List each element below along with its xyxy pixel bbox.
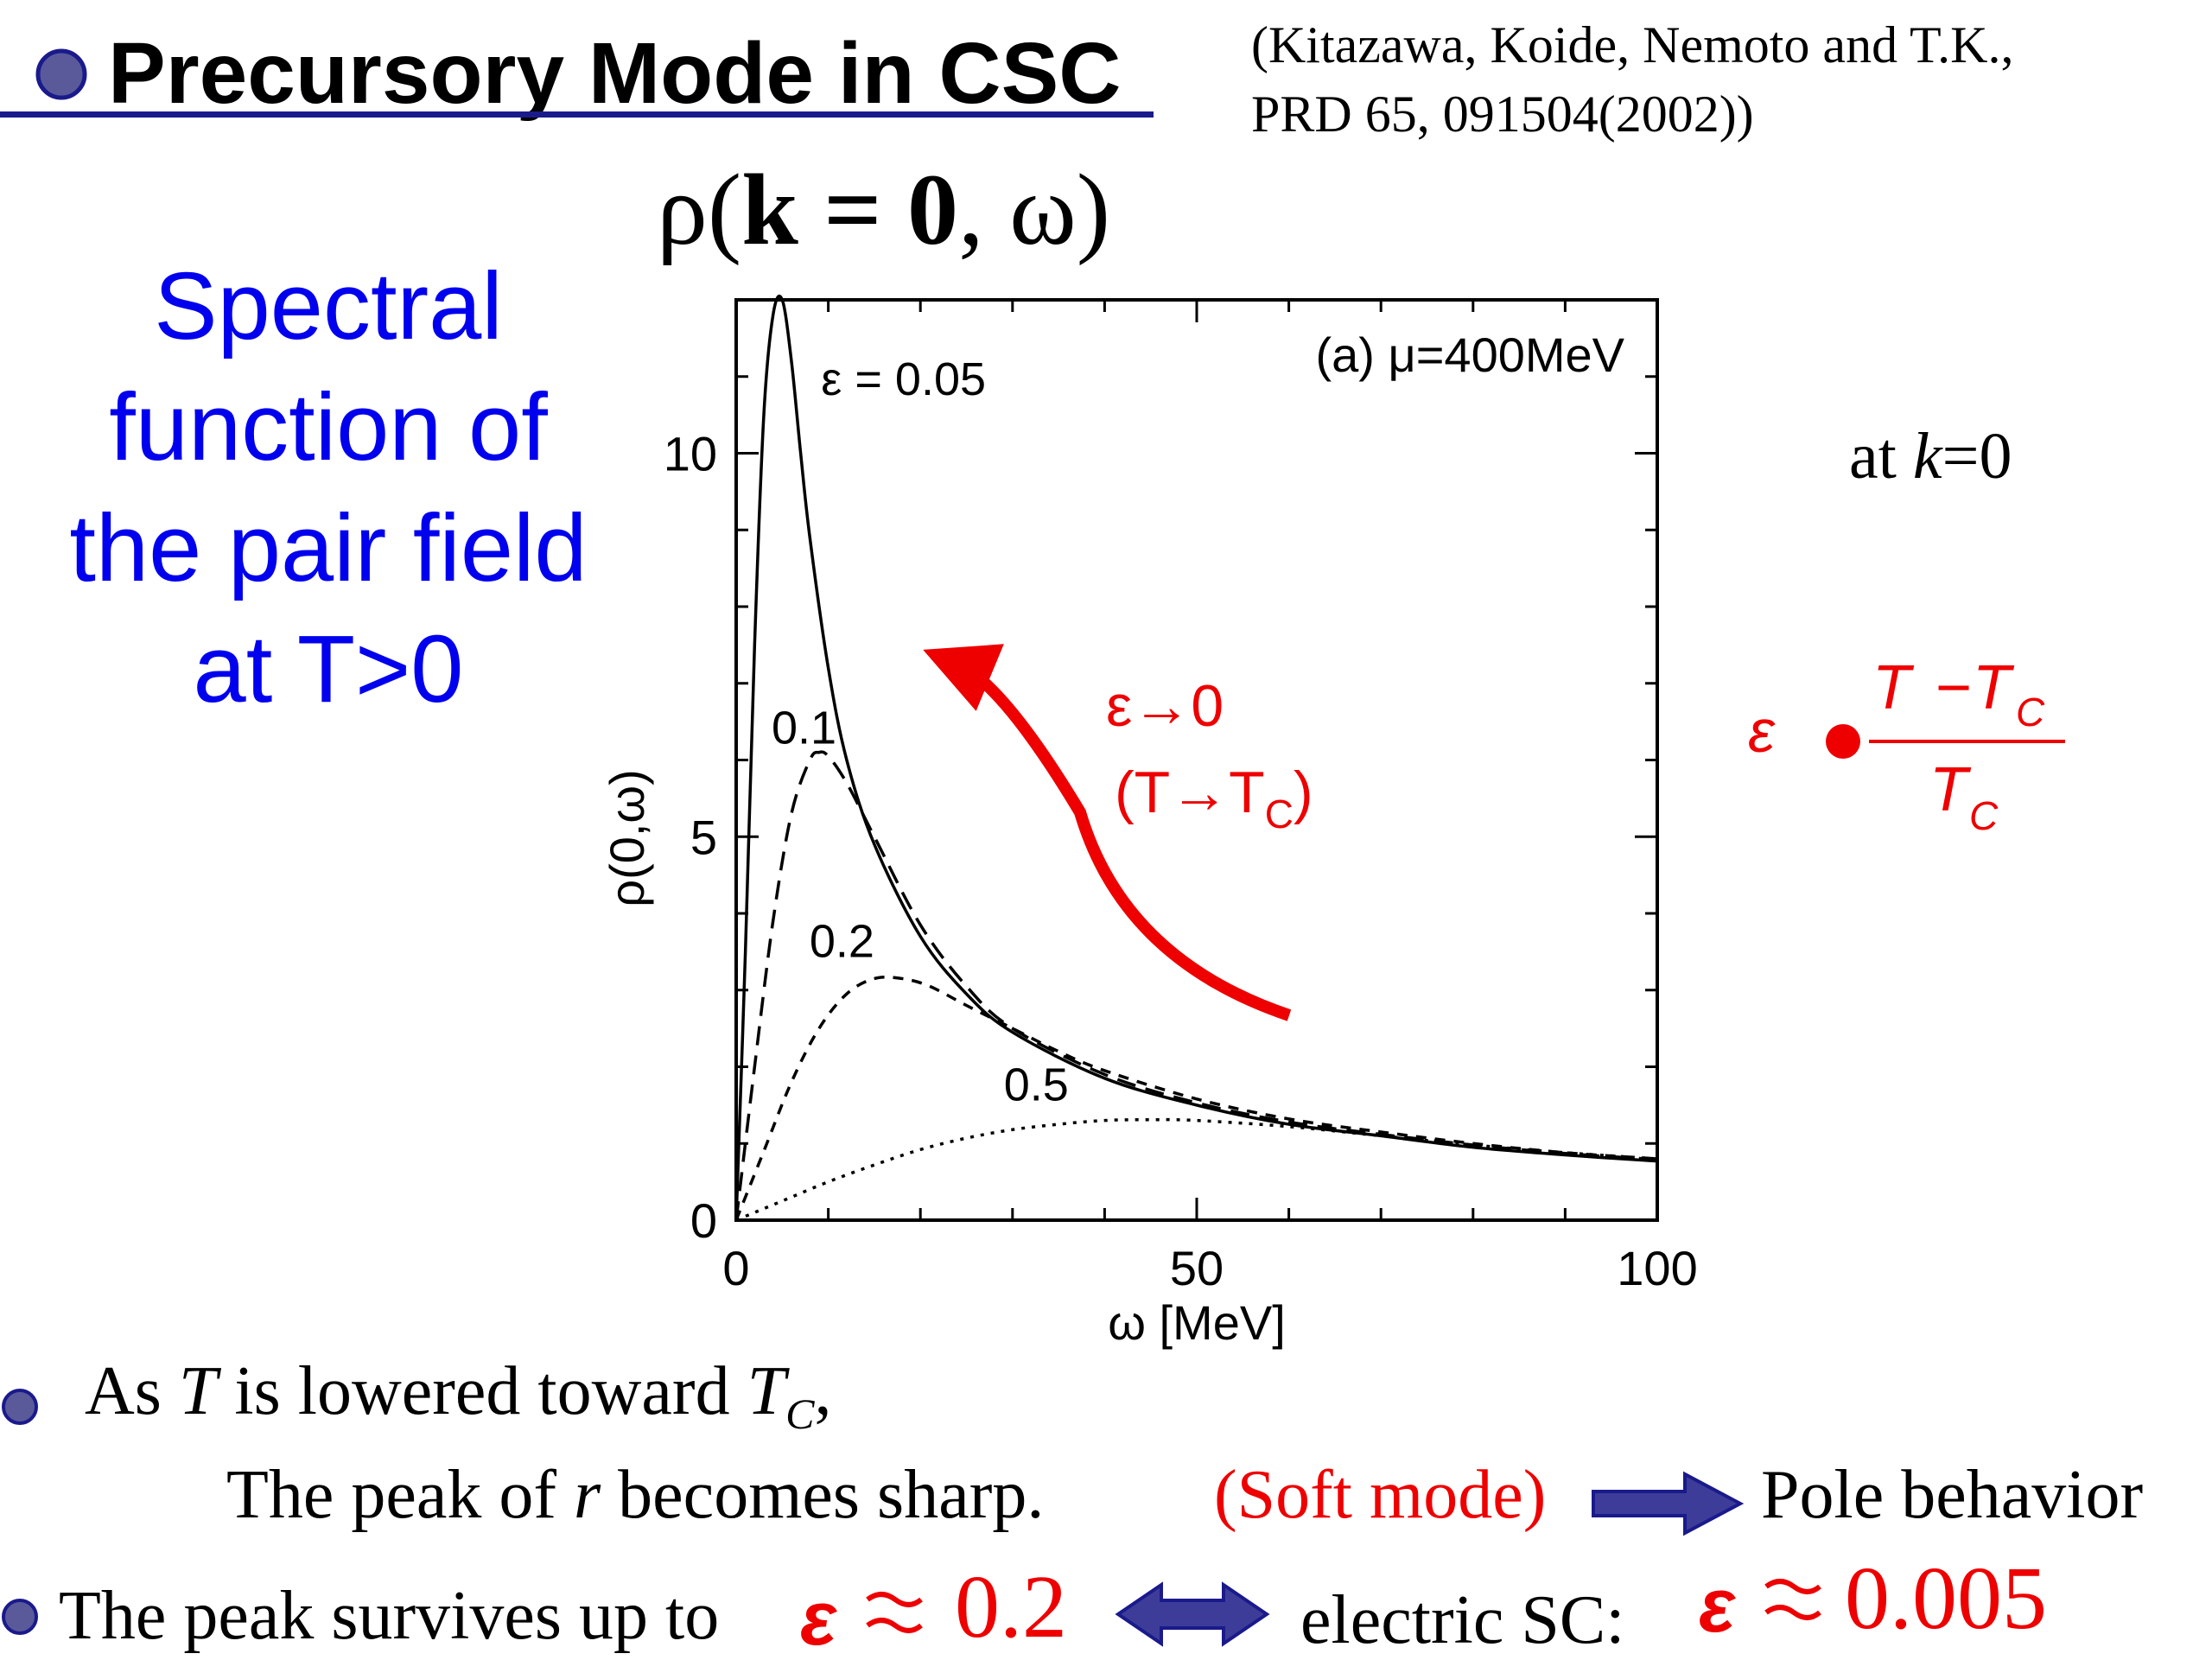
right-arrow-icon — [1592, 1471, 1745, 1536]
b1-pre: As — [85, 1353, 179, 1429]
plot-frame — [734, 298, 1659, 1222]
electric-sc-text: electric SC — [1300, 1582, 1606, 1658]
denominator-t: T — [1929, 755, 1972, 824]
bullet-3-text: The peak survives up to — [59, 1578, 720, 1654]
y-axis-label: ρ(0,ω) — [600, 769, 654, 907]
value-cqd: 0.2 — [955, 1557, 1067, 1657]
citation-line-1: (Kitazawa, Koide, Nemoto and T.K., — [1251, 16, 2014, 73]
series-layer — [734, 295, 1658, 1222]
b1-tc: T — [747, 1353, 786, 1429]
series-label-1: 0.1 — [772, 703, 836, 754]
numerator-sub-c: C — [2016, 690, 2045, 735]
pole-behavior-label: Pole behavior — [1761, 1457, 2144, 1533]
bullet-2-text: The peak of r becomes sharp. — [226, 1456, 1044, 1535]
arrow-label-line-2: (T→TC) — [1115, 760, 1313, 836]
x-tick-label: 50 — [1170, 1241, 1224, 1295]
series-label-0: ε = 0.05 — [821, 353, 986, 405]
svg-text:ε: ε — [800, 1577, 837, 1655]
x-tick-label: 0 — [722, 1241, 749, 1295]
y-tick-label: 10 — [664, 427, 717, 481]
series-label-3: 0.5 — [1004, 1059, 1069, 1111]
series-line-2 — [734, 975, 1658, 1221]
b1-end: , — [814, 1353, 832, 1429]
plot-title-rest: , ω) — [958, 153, 1111, 266]
b1-sub: C — [785, 1390, 815, 1438]
series-line-3 — [735, 1117, 1658, 1222]
spectral-heading: Spectral function of the pair field at T… — [26, 246, 631, 730]
y-tick-label: 5 — [690, 810, 717, 864]
svg-text:ε: ε — [1699, 1564, 1736, 1642]
heading-line-3: the pair field — [69, 495, 588, 601]
series-label-2: 0.2 — [810, 915, 874, 967]
heading-line-2: function of — [109, 374, 548, 480]
tick-labels: 0 50 100 0 5 10 — [664, 427, 1698, 1296]
b1-t: T — [178, 1353, 218, 1429]
arrow-label-line-1: ε→0 — [1106, 673, 1224, 739]
x-axis-label: ω [MeV] — [1108, 1295, 1286, 1350]
epsilon-approx-icon-2: ε — [1699, 1564, 1821, 1642]
electric-sc-label: electric SC: — [1300, 1581, 1624, 1660]
arrow-label-sub: C — [1265, 792, 1294, 836]
k-text: k — [1912, 420, 1942, 493]
arrow-label-tc: (T→T — [1115, 760, 1265, 825]
denominator-sub-c: C — [1969, 793, 1999, 838]
title-bullet-icon — [35, 48, 87, 100]
at-k-zero-note: at k=0 — [1849, 419, 2012, 494]
series-line-0 — [734, 295, 1658, 1221]
b1-mid: is lowered toward — [217, 1353, 747, 1429]
bullet-1-icon — [2, 1389, 38, 1425]
plot-title-rho: ρ( — [657, 153, 742, 266]
numerator-tc: T — [1973, 653, 2015, 722]
b2-mid: becomes sharp. — [601, 1457, 1045, 1533]
epsilon-definition: ε T − T C T C — [1748, 653, 2065, 838]
page-title: Precursory Mode in CSC — [108, 25, 1122, 122]
electric-sc-colon: : — [1605, 1582, 1625, 1658]
value-esc: 0.005 — [1845, 1549, 2047, 1648]
plot-title: ρ(k = 0, ω) — [657, 151, 1110, 269]
bullet-3-icon — [2, 1599, 38, 1635]
bullet-1-text: As T is lowered toward TC, — [85, 1352, 831, 1439]
mu-annotation: (a) μ=400MeV — [1315, 328, 1624, 382]
epsilon-symbol: ε — [1748, 697, 1776, 765]
equals-dot-icon — [1826, 724, 1860, 759]
numerator-minus: − — [1936, 653, 1972, 722]
trend-arrow-icon — [923, 644, 1292, 1021]
arrow-label-close: ) — [1294, 760, 1313, 825]
double-arrow-icon — [1115, 1581, 1270, 1647]
series-labels: ε = 0.05 0.1 0.2 0.5 — [772, 353, 1069, 1111]
numerator-t: T — [1872, 653, 1915, 722]
eq-text: =0 — [1942, 420, 2012, 493]
citation-line-2: PRD 65, 091504(2002)) — [1251, 86, 1754, 143]
title-underline — [0, 111, 1154, 118]
b2-pre: The peak of — [226, 1457, 575, 1533]
at-text: at — [1849, 420, 1913, 493]
heading-line-4: at T>0 — [193, 616, 464, 722]
epsilon-approx-icon: ε — [800, 1577, 923, 1655]
y-tick-label: 0 — [690, 1193, 717, 1248]
soft-mode-label: (Soft mode) — [1214, 1457, 1547, 1533]
x-tick-label: 100 — [1617, 1241, 1697, 1295]
b2-r: r — [574, 1457, 601, 1533]
heading-line-1: Spectral — [154, 253, 503, 359]
plot-title-k: k = 0 — [741, 153, 959, 266]
